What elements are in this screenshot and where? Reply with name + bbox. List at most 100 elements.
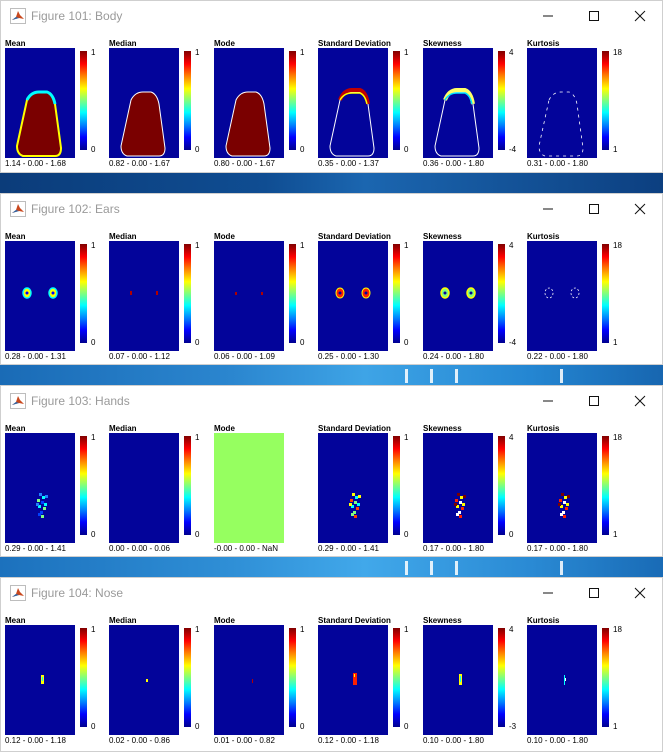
colorbar-min-label: 1	[613, 722, 618, 731]
heatmap-image[interactable]	[214, 625, 284, 735]
subplot: Standard Deviation 1 0 0.25 - 0.00 - 1.3…	[318, 232, 420, 362]
colorbar	[80, 628, 87, 727]
subplot-title: Mode	[214, 616, 235, 625]
maximize-button[interactable]	[579, 5, 609, 27]
minimize-button[interactable]	[533, 582, 563, 604]
heatmap-image[interactable]	[109, 433, 179, 543]
stats-label: 0.02 - 0.00 - 0.86	[109, 736, 170, 745]
maximize-button[interactable]	[579, 390, 609, 412]
colorbar-max-label: 18	[613, 241, 622, 250]
figure-window[interactable]: Figure 102: Ears Mean 1 0 0.28 - 0.00 - …	[0, 193, 663, 365]
subplot-title: Skewness	[423, 39, 462, 48]
colorbar-max-label: 1	[195, 625, 200, 634]
heatmap-image[interactable]	[318, 241, 388, 351]
colorbar-min-label: 1	[613, 530, 618, 539]
maximize-button[interactable]	[579, 582, 609, 604]
heatmap-image[interactable]	[423, 48, 493, 158]
matlab-logo-icon	[10, 585, 26, 601]
close-button[interactable]	[625, 390, 655, 412]
subplot: Mode 1 0 0.01 - 0.00 - 0.82	[214, 616, 316, 746]
figure-window[interactable]: Figure 103: Hands Mean 1 0 0.29 - 0.00 -…	[0, 385, 663, 557]
heatmap-image[interactable]	[527, 433, 597, 543]
matlab-logo-icon	[10, 8, 26, 24]
subplot-title: Standard Deviation	[318, 424, 391, 433]
title-bar[interactable]: Figure 101: Body	[1, 1, 662, 31]
heatmap-image[interactable]	[423, 625, 493, 735]
colorbar-min-label: 0	[195, 722, 200, 731]
minimize-button[interactable]	[533, 390, 563, 412]
subplot: Standard Deviation 1 0 0.29 - 0.00 - 1.4…	[318, 424, 420, 554]
colorbar	[184, 244, 191, 343]
stats-label: 0.12 - 0.00 - 1.18	[318, 736, 379, 745]
heatmap-image[interactable]	[5, 625, 75, 735]
heatmap-image[interactable]	[527, 48, 597, 158]
colorbar	[602, 51, 609, 150]
colorbar-min-label: -4	[509, 145, 517, 154]
heatmap-image[interactable]	[214, 48, 284, 158]
stats-label: 0.01 - 0.00 - 0.82	[214, 736, 275, 745]
window-title: Figure 102: Ears	[31, 202, 120, 216]
heatmap-image[interactable]	[527, 241, 597, 351]
stats-label: 0.24 - 0.00 - 1.80	[423, 352, 484, 361]
heatmap-image[interactable]	[109, 241, 179, 351]
subplot: Kurtosis 18 1 0.10 - 0.00 - 1.80	[527, 616, 629, 746]
colorbar-min-label: 0	[195, 338, 200, 347]
colorbar	[498, 51, 505, 150]
subplot: Mean 1 0 1.14 - 0.00 - 1.68	[5, 39, 107, 169]
heatmap-image[interactable]	[109, 625, 179, 735]
stats-label: 0.22 - 0.00 - 1.80	[527, 352, 588, 361]
heatmap-image[interactable]	[527, 625, 597, 735]
subplot: Skewness 4 -4 0.36 - 0.00 - 1.80	[423, 39, 525, 169]
close-button[interactable]	[625, 198, 655, 220]
minimize-button[interactable]	[533, 5, 563, 27]
colorbar-max-label: 1	[91, 48, 96, 57]
colorbar-max-label: 1	[195, 433, 200, 442]
colorbar-min-label: 0	[509, 530, 514, 539]
subplot-title: Median	[109, 424, 137, 433]
window-title: Figure 104: Nose	[31, 586, 124, 600]
heatmap-image[interactable]	[423, 433, 493, 543]
heatmap-image[interactable]	[214, 241, 284, 351]
heatmap-image[interactable]	[109, 48, 179, 158]
title-bar[interactable]: Figure 102: Ears	[1, 194, 662, 224]
heatmap-image[interactable]	[5, 241, 75, 351]
heatmap-image[interactable]	[318, 625, 388, 735]
matlab-logo-icon	[10, 201, 26, 217]
stats-label: 0.12 - 0.00 - 1.18	[5, 736, 66, 745]
colorbar	[184, 436, 191, 535]
heatmap-image[interactable]	[214, 433, 284, 543]
minimize-button[interactable]	[533, 198, 563, 220]
colorbar-min-label: 0	[300, 722, 305, 731]
maximize-button[interactable]	[579, 198, 609, 220]
colorbar	[184, 628, 191, 727]
stats-label: 1.14 - 0.00 - 1.68	[5, 159, 66, 168]
subplot-title: Standard Deviation	[318, 232, 391, 241]
stats-label: 0.29 - 0.00 - 1.41	[5, 544, 66, 553]
stats-label: -0.00 - 0.00 - NaN	[214, 544, 279, 553]
subplot-title: Mean	[5, 424, 26, 433]
colorbar-min-label: 0	[91, 338, 96, 347]
colorbar-max-label: 4	[509, 48, 514, 57]
heatmap-image[interactable]	[423, 241, 493, 351]
subplot-title: Standard Deviation	[318, 616, 391, 625]
heatmap-image[interactable]	[318, 433, 388, 543]
title-bar[interactable]: Figure 103: Hands	[1, 386, 662, 416]
figure-window[interactable]: Figure 104: Nose Mean 1 0 0.12 - 0.00 - …	[0, 577, 663, 752]
colorbar-min-label: 0	[91, 530, 96, 539]
heatmap-image[interactable]	[5, 433, 75, 543]
subplot-title: Skewness	[423, 616, 462, 625]
subplot: Kurtosis 18 1 0.17 - 0.00 - 1.80	[527, 424, 629, 554]
heatmap-image[interactable]	[5, 48, 75, 158]
close-button[interactable]	[625, 5, 655, 27]
desktop-strip	[0, 557, 663, 577]
subplot: Skewness 4 -4 0.24 - 0.00 - 1.80	[423, 232, 525, 362]
heatmap-image[interactable]	[318, 48, 388, 158]
stats-label: 0.29 - 0.00 - 1.41	[318, 544, 379, 553]
colorbar-max-label: 4	[509, 625, 514, 634]
figure-window[interactable]: Figure 101: Body Mean 1 0 1.14 - 0.00 - …	[0, 0, 663, 173]
close-button[interactable]	[625, 582, 655, 604]
colorbar	[498, 244, 505, 343]
colorbar-max-label: 1	[404, 48, 409, 57]
colorbar-min-label: 0	[91, 145, 96, 154]
title-bar[interactable]: Figure 104: Nose	[1, 578, 662, 608]
